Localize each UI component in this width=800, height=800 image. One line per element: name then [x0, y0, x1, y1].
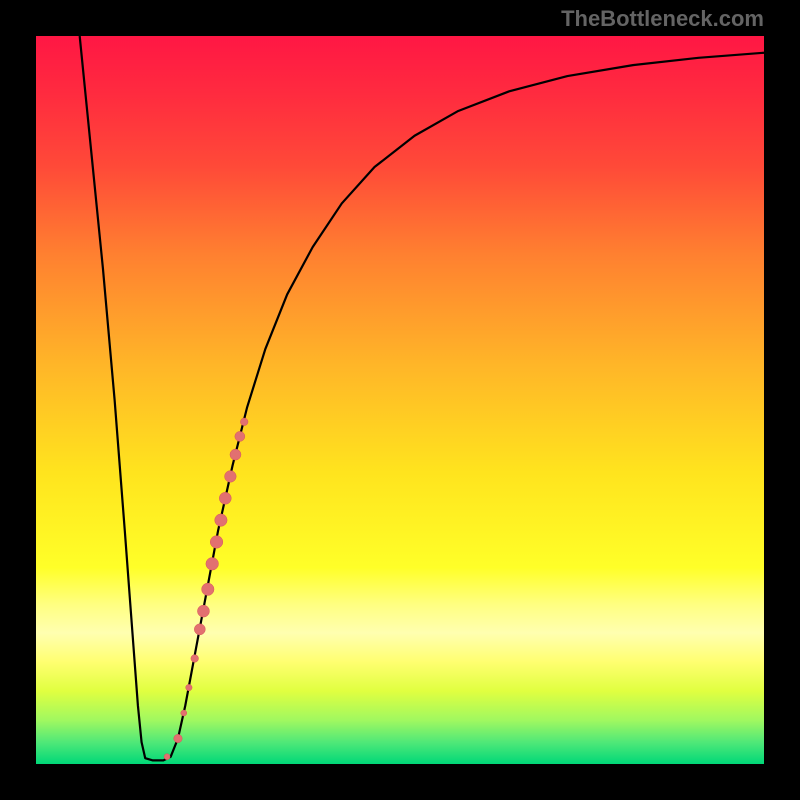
data-marker — [181, 710, 187, 716]
data-marker — [240, 418, 248, 426]
data-marker — [206, 558, 219, 571]
data-marker — [215, 514, 227, 526]
data-marker — [194, 624, 205, 635]
data-marker — [230, 449, 241, 460]
data-marker — [186, 684, 192, 690]
data-marker — [219, 492, 231, 504]
data-marker — [235, 431, 245, 441]
plot-area — [36, 36, 764, 764]
data-marker — [225, 471, 237, 483]
data-marker — [164, 754, 170, 760]
chart-container: TheBottleneck.com — [0, 0, 800, 800]
watermark-text: TheBottleneck.com — [561, 6, 764, 32]
data-marker — [191, 655, 199, 663]
data-marker — [210, 536, 223, 549]
data-marker — [202, 583, 214, 595]
chart-svg — [0, 0, 800, 800]
data-marker — [197, 605, 209, 617]
data-marker — [174, 734, 182, 742]
